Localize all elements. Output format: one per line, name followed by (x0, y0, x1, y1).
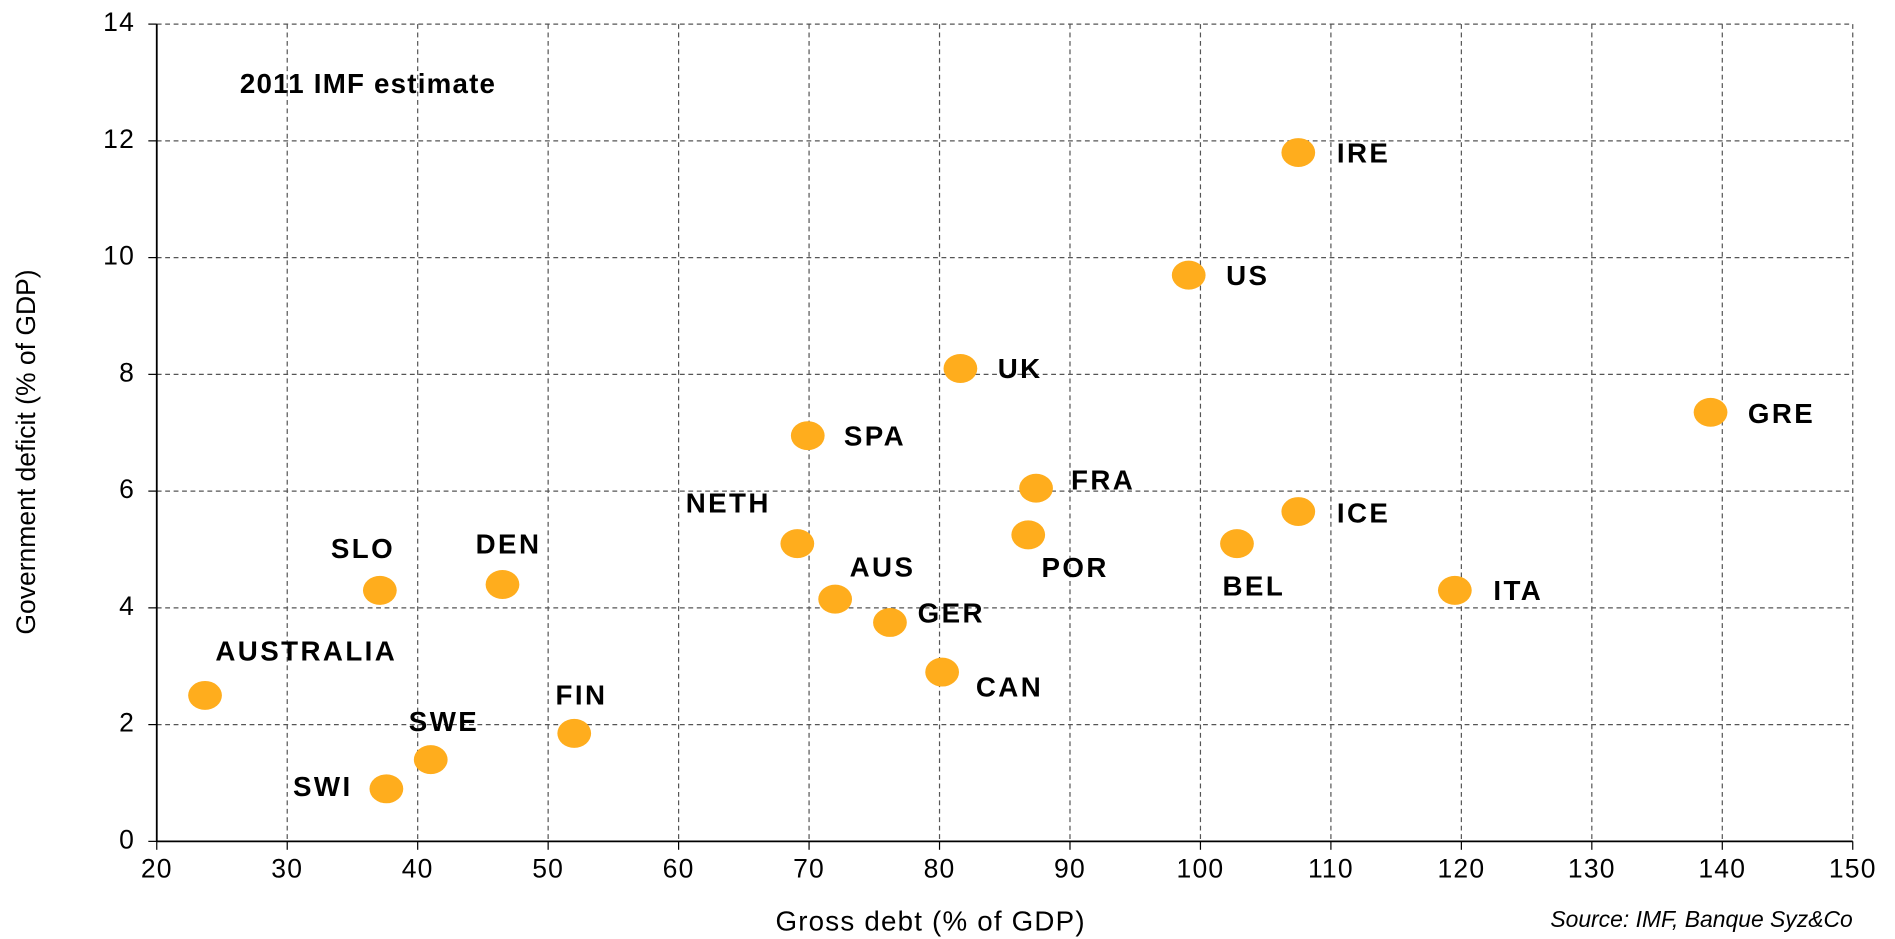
point-label: GRE (1748, 398, 1815, 429)
point (362, 575, 397, 605)
point-label: SPA (844, 420, 906, 451)
x-tick-label: 110 (1308, 853, 1354, 883)
point-label: SLO (331, 533, 395, 564)
annotation: 2011 IMF estimate (240, 68, 496, 99)
point (557, 718, 592, 748)
x-tick-label: 130 (1568, 853, 1616, 883)
point (1011, 520, 1046, 550)
x-tick-label: 70 (793, 853, 825, 883)
point (790, 421, 825, 451)
x-tick-label: 140 (1698, 853, 1746, 883)
x-tick-label: 100 (1177, 853, 1225, 883)
x-tick-label: 150 (1829, 853, 1877, 883)
y-tick-label: 12 (103, 124, 135, 154)
point (873, 607, 907, 637)
point (188, 680, 222, 710)
x-axis-label: Gross debt (% of GDP) (775, 906, 1085, 937)
x-tick-label: 60 (663, 853, 695, 883)
point-label: AUS (850, 551, 916, 582)
point (1437, 575, 1472, 605)
point-label: ICE (1337, 497, 1390, 528)
point-label: SWI (293, 771, 353, 802)
x-tick-label: 50 (532, 853, 564, 883)
point-label: UK (998, 353, 1043, 384)
x-tick-label: 90 (1054, 853, 1086, 883)
point (1693, 397, 1728, 427)
point-label: FIN (556, 680, 608, 711)
point (925, 657, 960, 687)
y-tick-label: 8 (119, 357, 135, 387)
point (485, 570, 520, 599)
point-label: ITA (1493, 575, 1543, 606)
point-label: SWE (409, 706, 479, 737)
point-label: IRE (1337, 137, 1390, 168)
point (1171, 260, 1206, 290)
x-tick-label: 30 (271, 853, 303, 883)
point-label: NETH (686, 487, 771, 518)
point (1019, 473, 1053, 503)
point-label: GER (918, 598, 985, 629)
point (1220, 529, 1254, 559)
y-tick-label: 0 (119, 824, 135, 854)
point-label: CAN (976, 671, 1043, 702)
point-label: AUSTRALIA (215, 636, 397, 667)
point (818, 584, 853, 614)
point-label: POR (1041, 552, 1108, 583)
point (413, 745, 448, 775)
y-tick-label: 10 (103, 241, 135, 271)
y-tick-label: 2 (119, 708, 135, 738)
point-label: BEL (1223, 571, 1286, 602)
x-tick-label: 120 (1437, 853, 1485, 883)
point (1281, 138, 1316, 167)
point-label: US (1226, 260, 1269, 291)
source: Source: IMF, Banque Syz&Co (1550, 906, 1852, 932)
y-tick-label: 4 (119, 591, 135, 621)
point (780, 529, 815, 559)
y-axis-label: Government deficit (% of GDP) (11, 269, 41, 634)
point-label: DEN (476, 528, 542, 559)
x-tick-label: 80 (924, 853, 956, 883)
point (369, 774, 404, 804)
point (943, 354, 978, 383)
point-label: FRA (1071, 464, 1135, 495)
y-tick-label: 14 (103, 7, 135, 37)
y-tick-label: 6 (119, 474, 135, 504)
point (1281, 497, 1316, 527)
x-tick-label: 20 (141, 853, 173, 883)
x-tick-label: 40 (402, 853, 434, 883)
